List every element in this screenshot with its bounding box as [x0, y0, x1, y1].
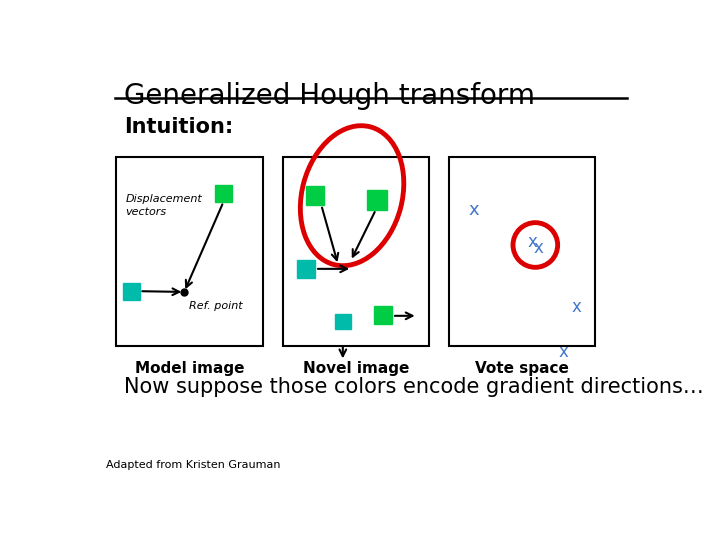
- Text: x: x: [571, 298, 581, 316]
- Text: Intuition:: Intuition:: [124, 117, 233, 137]
- Text: Novel image: Novel image: [302, 361, 409, 376]
- Bar: [335, 314, 351, 329]
- Text: x: x: [558, 343, 568, 361]
- Text: Displacement
vectors: Displacement vectors: [126, 194, 202, 218]
- Text: x: x: [534, 239, 544, 257]
- Bar: [122, 283, 140, 300]
- Text: x: x: [527, 233, 537, 251]
- Text: Vote space: Vote space: [475, 361, 570, 376]
- Bar: [215, 185, 232, 202]
- Bar: [367, 190, 387, 210]
- Bar: [297, 260, 315, 278]
- Text: x: x: [469, 200, 479, 219]
- Text: Now suppose those colors encode gradient directions…: Now suppose those colors encode gradient…: [124, 377, 704, 397]
- Text: Generalized Hough transform: Generalized Hough transform: [124, 82, 535, 110]
- Bar: [306, 186, 324, 205]
- Text: Ref. point: Ref. point: [189, 301, 243, 311]
- Bar: [117, 157, 263, 346]
- Text: Model image: Model image: [135, 361, 244, 376]
- Bar: [449, 157, 595, 346]
- Text: Adapted from Kristen Grauman: Adapted from Kristen Grauman: [106, 460, 280, 470]
- Bar: [283, 157, 429, 346]
- Bar: [374, 306, 392, 325]
